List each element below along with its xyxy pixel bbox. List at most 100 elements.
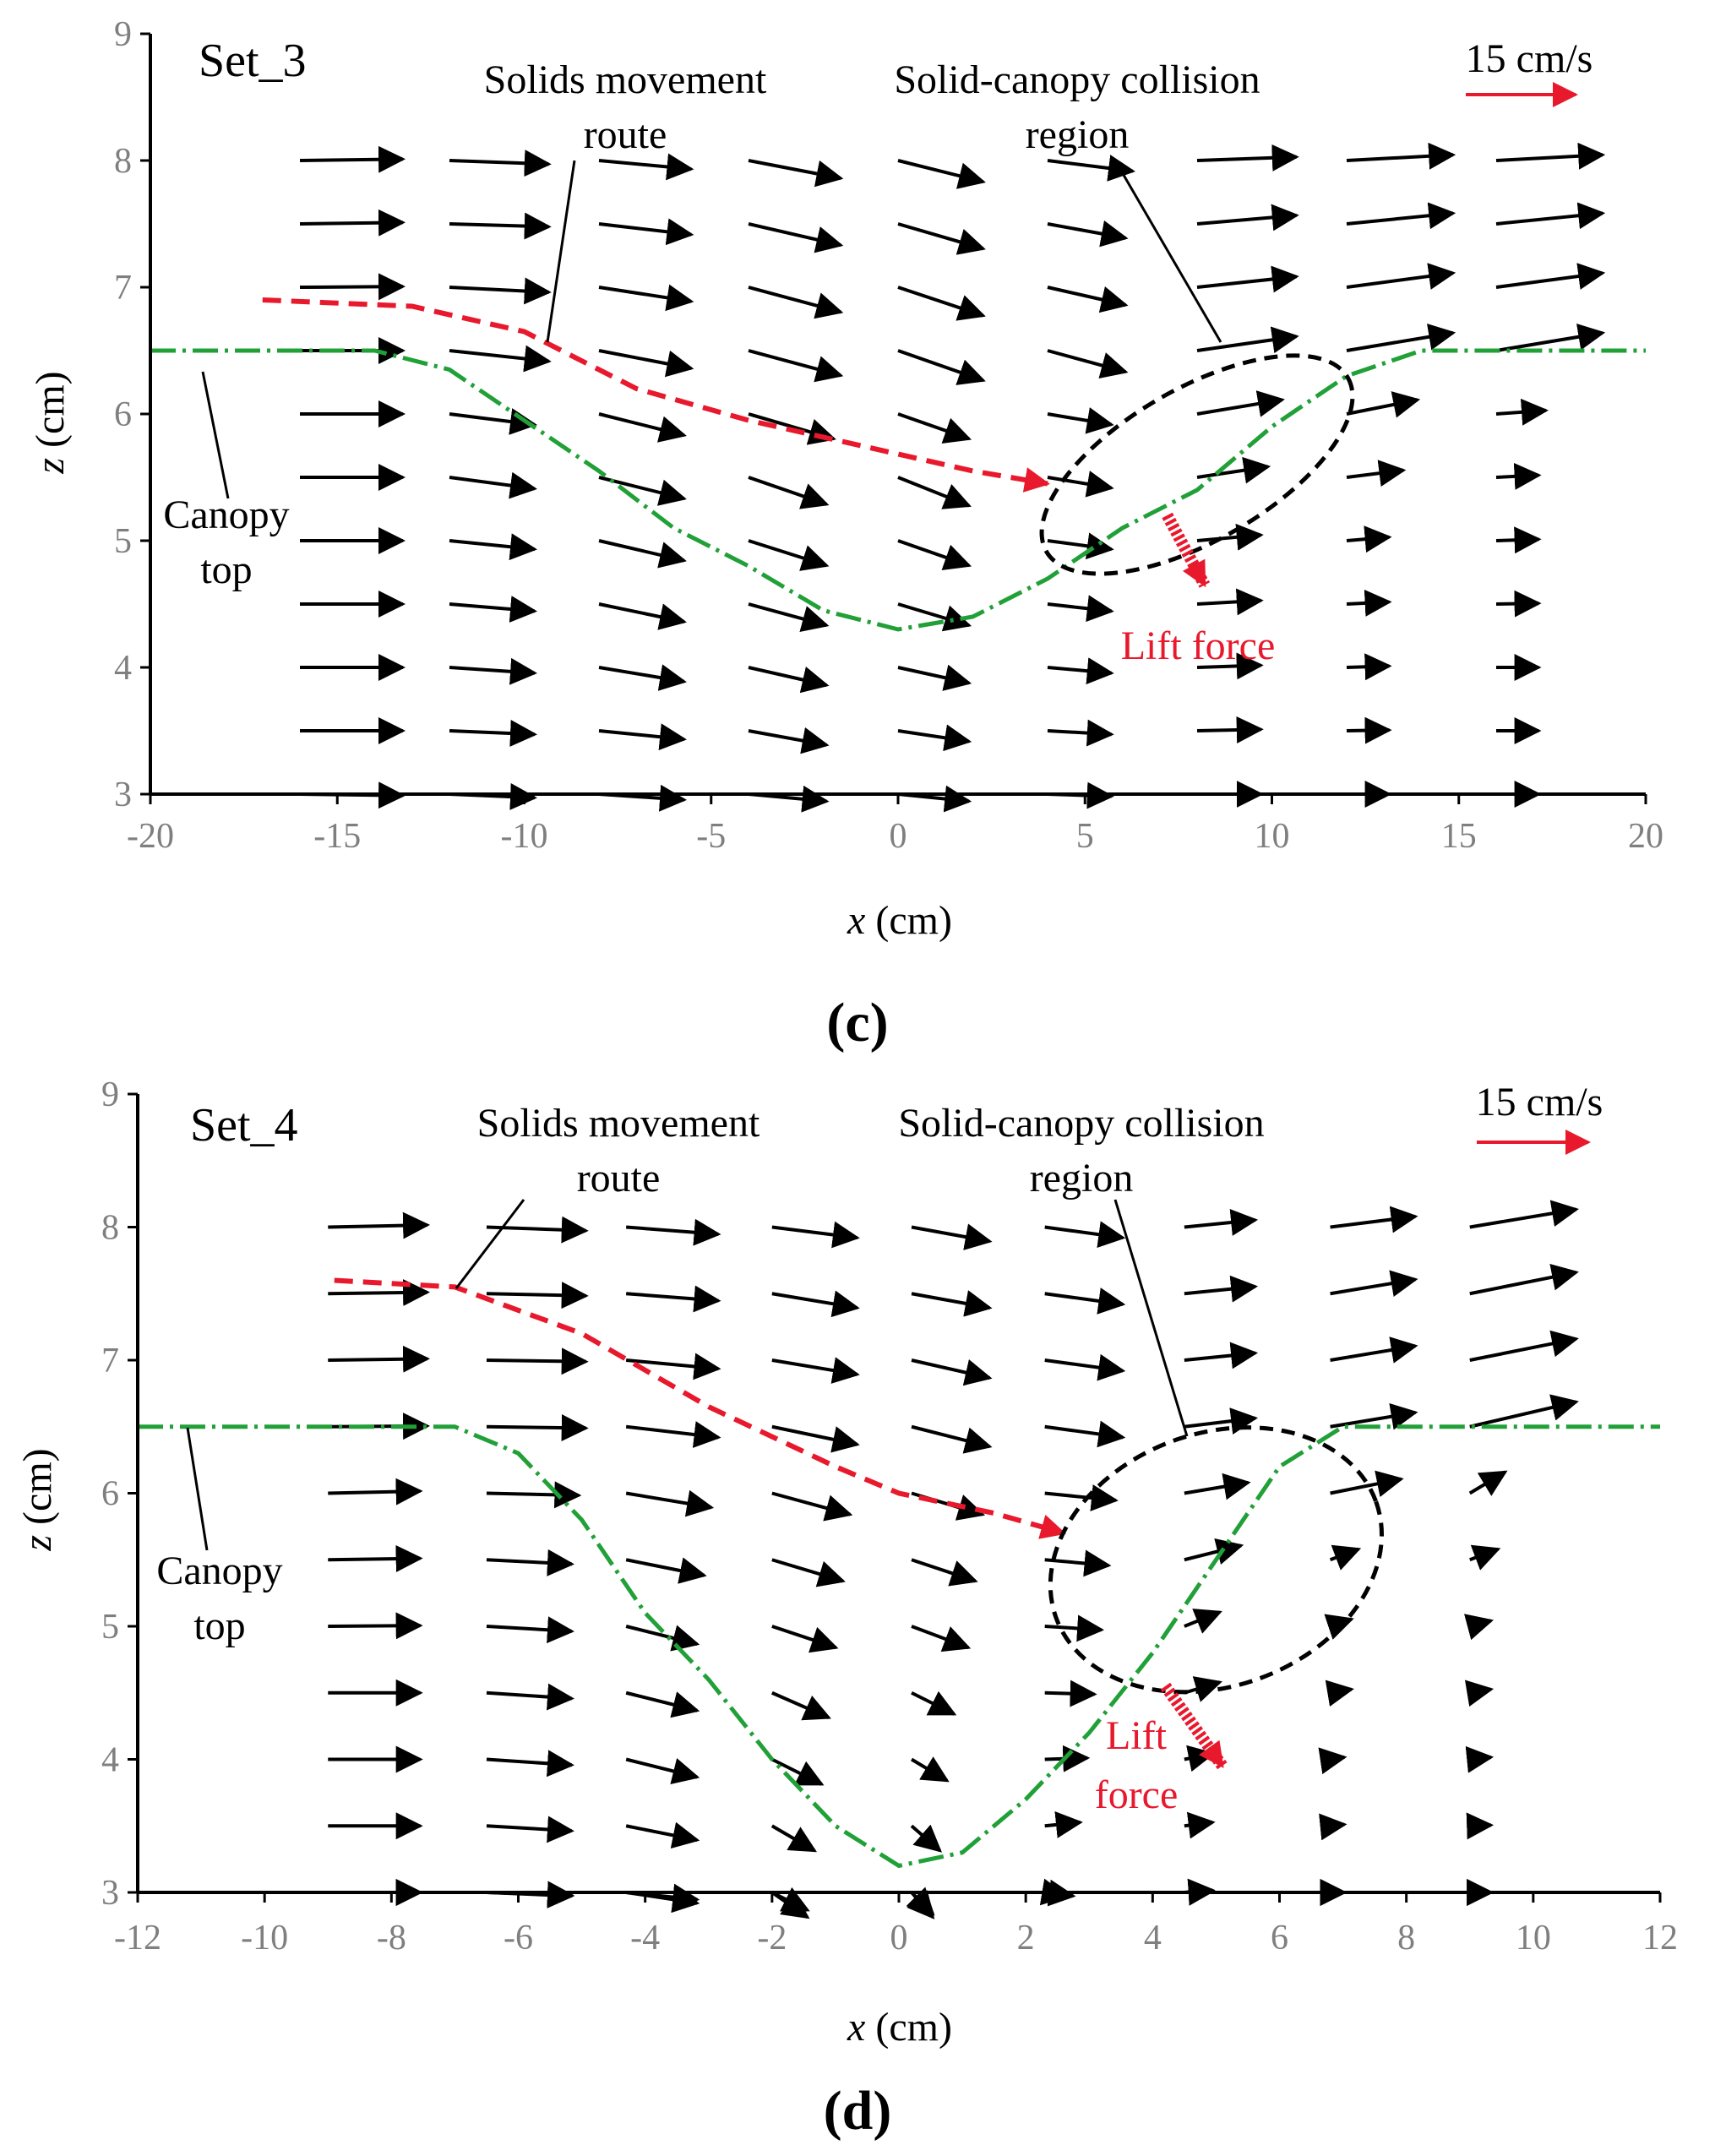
- route-annotation-line2: route: [577, 1156, 661, 1200]
- velocity-vector: [486, 1683, 574, 1711]
- velocity-vector: [1184, 1538, 1244, 1565]
- velocity-vector: [1196, 523, 1264, 551]
- y-tick-label: 3: [114, 776, 132, 814]
- velocity-vector: [1346, 391, 1421, 418]
- route-path: [334, 1277, 1067, 1539]
- velocity-vector: [897, 412, 972, 444]
- lift-label: Lift: [1106, 1713, 1168, 1758]
- y-tick-label: 8: [101, 1209, 119, 1248]
- x-axis-title: x (cm): [847, 2005, 952, 2050]
- velocity-vector: [748, 476, 830, 509]
- lift-force-arrow-set3: [1162, 512, 1211, 588]
- x-tick-label: 10: [1516, 1919, 1551, 1957]
- y-tick-label: 5: [114, 522, 132, 561]
- velocity-vector: [1495, 263, 1606, 290]
- x-tick-label: -8: [377, 1919, 406, 1957]
- scale-label: 15 cm/s: [1466, 36, 1593, 81]
- velocity-vector: [625, 1557, 707, 1584]
- x-tick-label: 8: [1397, 1919, 1415, 1957]
- velocity-vector: [771, 1221, 860, 1249]
- velocity-vector: [449, 345, 552, 373]
- velocity-vector: [328, 1545, 423, 1573]
- x-tick-label: -15: [313, 817, 361, 856]
- velocity-vector: [328, 1478, 423, 1505]
- x-tick-label: 2: [1017, 1919, 1035, 1957]
- velocity-vector: [1047, 349, 1129, 379]
- velocity-vector: [1346, 716, 1392, 744]
- collision-leader: [1113, 1199, 1189, 1437]
- axes-set4: -12 -10 -8 -6 -4 -2 0 2 4 6 8 10 12 3 4 5 6 7 8 9: [101, 1075, 1678, 1957]
- velocity-vector: [1196, 204, 1299, 231]
- velocity-vector: [771, 1690, 831, 1721]
- y-tick-label: 3: [101, 1874, 119, 1913]
- velocity-vector: [771, 1357, 860, 1384]
- velocity-vector: [1047, 595, 1114, 623]
- velocity-vector: [771, 1424, 860, 1453]
- velocity-vector: [1463, 1614, 1494, 1641]
- velocity-vector: [1196, 588, 1264, 616]
- velocity-vector: [486, 1816, 574, 1843]
- velocity-vector: [911, 1223, 993, 1250]
- velocity-vector: [1184, 1209, 1259, 1236]
- y-tick-label: 9: [114, 15, 132, 54]
- velocity-vector: [1495, 398, 1549, 426]
- x-tick-label: -20: [127, 817, 174, 856]
- velocity-vector: [1044, 1484, 1119, 1511]
- x-tick-label: 0: [890, 1919, 908, 1957]
- velocity-vector: [1325, 1680, 1354, 1707]
- velocity-vector: [1346, 202, 1456, 230]
- route-leader: [546, 160, 576, 343]
- velocity-vector: [1464, 1680, 1494, 1707]
- velocity-vector: [1196, 716, 1264, 743]
- velocity-vector: [771, 1625, 839, 1653]
- x-axis-var: x: [847, 898, 865, 943]
- velocity-vector: [328, 1612, 423, 1640]
- velocity-vector: [1196, 144, 1299, 172]
- velocity-vector: [1047, 286, 1129, 313]
- velocity-vector: [1330, 1206, 1418, 1233]
- x-tick-label: 20: [1628, 817, 1663, 856]
- velocity-vector: [1324, 1614, 1354, 1640]
- velocity-vector: [598, 349, 694, 378]
- velocity-vector: [1346, 653, 1392, 681]
- velocity-vector: [1044, 1810, 1083, 1838]
- velocity-vector: [1184, 1676, 1222, 1702]
- canopy-leader: [186, 1427, 209, 1551]
- collision-annotation: Solid-canopy collision: [898, 1101, 1264, 1146]
- velocity-vector: [598, 539, 687, 569]
- y-axis-var: z: [28, 458, 73, 475]
- velocity-vector: [911, 1358, 993, 1386]
- velocity-vector: [625, 1690, 700, 1718]
- route-annotation: Solids movement: [477, 1101, 760, 1146]
- velocity-vector: [625, 1353, 721, 1380]
- canopy-annotation-line2: top: [200, 547, 252, 592]
- velocity-vector: [770, 1824, 817, 1853]
- velocity-vector: [1044, 1420, 1126, 1448]
- velocity-vector: [1495, 526, 1542, 554]
- scale-label: 15 cm/s: [1476, 1080, 1603, 1124]
- velocity-vector: [1330, 1470, 1404, 1498]
- velocity-vector: [299, 273, 406, 301]
- velocity-vector: [1184, 1473, 1251, 1500]
- x-tick-label: 12: [1642, 1919, 1678, 1957]
- panel-set4: -12 -10 -8 -6 -4 -2 0 2 4 6 8 10 12 3 4 5 6 7 8 9 Set_4 Sol…: [15, 1075, 1678, 2142]
- velocity-vector: [1346, 525, 1392, 553]
- velocity-vector: [897, 476, 972, 509]
- lift-arrow: [1162, 512, 1211, 588]
- x-axis-title: x (cm): [847, 898, 952, 943]
- x-tick-label: 15: [1441, 817, 1477, 856]
- canopy-annotation: Canopy: [156, 1549, 282, 1593]
- velocity-vector: [625, 1489, 715, 1517]
- velocity-vector: [748, 539, 830, 571]
- velocity-vector: [1495, 462, 1542, 490]
- velocity-vector: [1465, 1745, 1494, 1773]
- collision-ellipse: [1048, 1425, 1384, 1695]
- velocity-vector: [1469, 1264, 1579, 1296]
- route-path: [262, 297, 1050, 493]
- velocity-vector: [748, 666, 830, 694]
- velocity-vector: [748, 349, 844, 383]
- collision-annotation-line2: region: [1030, 1156, 1134, 1200]
- x-tick-label: -10: [241, 1919, 288, 1957]
- velocity-vector: [486, 1481, 582, 1509]
